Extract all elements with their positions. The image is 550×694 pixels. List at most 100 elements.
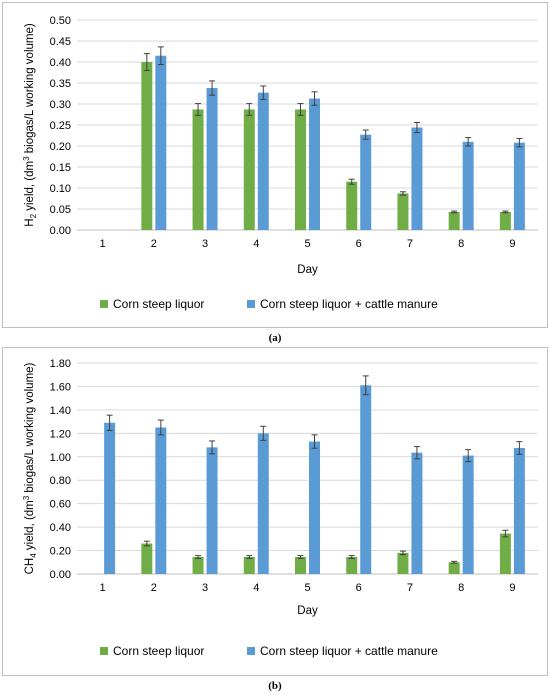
error-bar [399,550,406,556]
legend-label-corn-steep-liquor: Corn steep liquor [113,644,204,658]
bar-corn-steep-liquor-cattle-manure [257,92,269,230]
error-bar [413,121,420,134]
bar-corn-steep-liquor [346,181,358,230]
bar-corn-steep-liquor-cattle-manure [360,134,372,230]
x-tick-label: 2 [151,582,157,594]
error-bar [143,540,150,547]
bar-corn-steep-liquor-cattle-manure [462,141,474,230]
bar-corn-steep-liquor [499,533,511,574]
x-tick-label: 1 [100,582,106,594]
panel-caption-a: (a) [268,332,282,344]
error-bar [348,555,355,559]
y-tick-label: 0.20 [50,546,71,558]
bar-corn-steep-liquor-cattle-manure [155,427,167,574]
bar-corn-steep-liquor [243,109,255,230]
y-tick-label: 0.45 [50,36,71,48]
legend-swatch-cattle-manure [247,300,255,308]
error-bar [260,425,267,441]
error-bar [311,91,318,106]
bar-corn-steep-liquor [141,543,153,574]
panel-caption-b: (b) [268,680,282,692]
legend-label-corn-steep-liquor: Corn steep liquor [113,297,204,311]
y-tick-label: 0.30 [50,99,71,111]
error-bar [157,419,164,436]
error-bar [362,129,369,140]
error-bar [195,103,202,116]
error-bar [209,440,216,455]
bar-corn-steep-liquor-cattle-manure [104,422,116,574]
y-tick-label: 0.25 [50,120,71,132]
bar-corn-steep-liquor-cattle-manure [155,55,167,231]
bar-corn-steep-liquor-cattle-manure [360,385,372,574]
error-bar [399,191,406,196]
bar-corn-steep-liquor [346,557,358,574]
y-tick-label: 0.80 [50,475,71,487]
legend: Corn steep liquor Corn steep liquor + cat… [100,297,438,311]
error-bar [502,210,509,214]
bar-corn-steep-liquor-cattle-manure [206,447,218,574]
error-bar [260,85,267,100]
error-bar [106,414,113,431]
y-tick-label: 1.60 [50,381,71,393]
bar-corn-steep-liquor [295,557,306,574]
legend-swatch-corn-steep-liquor [100,647,108,655]
x-tick-label: 7 [407,238,413,250]
y-tick-label: 0.05 [50,204,71,216]
bar-corn-steep-liquor [397,552,409,574]
chart-panel-a [2,2,548,328]
x-tick-label: 6 [356,582,362,594]
bar-corn-steep-liquor [499,211,511,230]
bar-corn-steep-liquor [295,109,306,230]
x-tick-label: 4 [253,582,259,594]
y-tick-label: 1.00 [50,452,71,464]
x-axis-title: Day [297,264,318,276]
bar-corn-steep-liquor-cattle-manure [411,127,423,230]
error-bar [143,53,150,71]
bar-corn-steep-liquor-cattle-manure [257,433,269,574]
legend-swatch-cattle-manure [247,647,255,655]
bar-corn-steep-liquor-cattle-manure [513,142,525,230]
bar-corn-steep-liquor [397,193,409,230]
error-bar [516,441,523,455]
y-tick-label: 0.60 [50,499,71,511]
y-tick-label: 1.20 [50,428,71,440]
y-tick-label: 0.10 [50,183,71,195]
x-tick-label: 5 [304,238,310,250]
error-bar [465,137,472,147]
bar-corn-steep-liquor [192,109,204,230]
x-tick-label: 6 [356,238,362,250]
x-tick-label: 4 [253,238,259,250]
y-axis-title: CH4 yield, (dm3 biogas/L working volume) [22,362,38,574]
y-tick-label: 1.40 [50,405,71,417]
x-tick-label: 8 [458,238,464,250]
x-tick-label: 8 [458,582,464,594]
error-bar [516,137,523,148]
y-tick-label: 0.00 [50,225,71,237]
error-bar [195,555,202,559]
error-bar [157,46,164,66]
bar-corn-steep-liquor-cattle-manure [309,98,320,230]
x-tick-label: 9 [509,238,515,250]
bar-corn-steep-liquor [192,557,204,574]
legend-label-cattle-manure: Corn steep liquor + cattle manure [260,644,438,658]
y-tick-label: 0.40 [50,522,71,534]
error-bar [311,434,318,449]
bar-corn-steep-liquor [448,562,460,574]
legend-label-cattle-manure: Corn steep liquor + cattle manure [260,297,438,311]
error-bar [297,555,304,559]
bar-corn-steep-liquor [243,557,255,574]
bar-corn-steep-liquor [141,62,153,230]
y-tick-label: 0.15 [50,162,71,174]
error-bar [451,210,458,214]
y-tick-label: 0.40 [50,57,71,69]
error-bar [465,449,472,463]
legend-swatch-corn-steep-liquor [100,300,108,308]
bar-corn-steep-liquor [448,211,460,230]
error-bar [246,103,253,116]
chart-panel-b [2,347,548,676]
x-tick-label: 3 [202,238,208,250]
y-tick-label: 1.80 [50,358,71,370]
bar-corn-steep-liquor-cattle-manure [411,452,423,574]
x-tick-label: 2 [151,238,157,250]
